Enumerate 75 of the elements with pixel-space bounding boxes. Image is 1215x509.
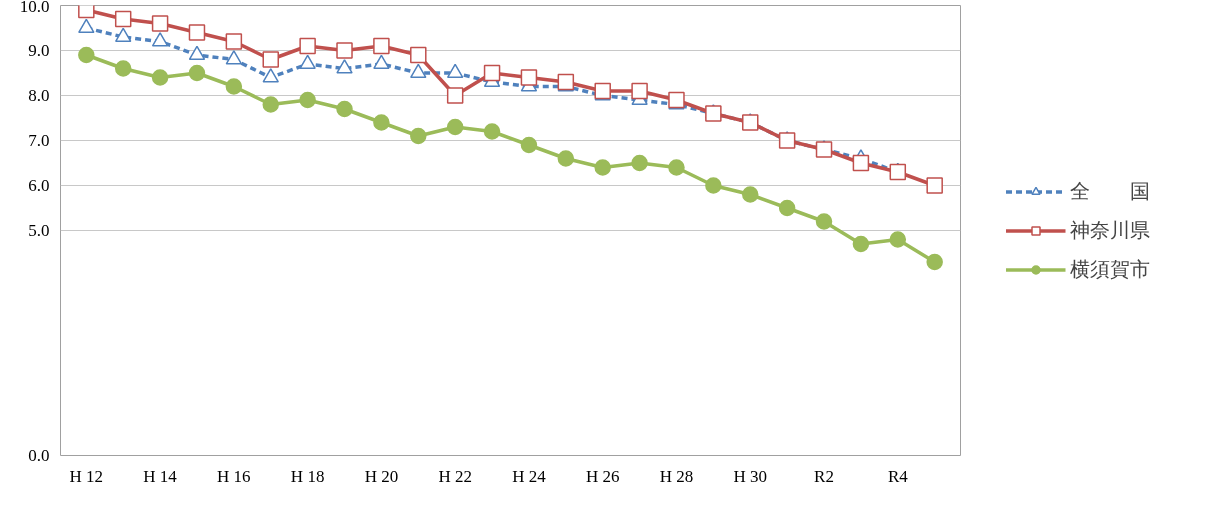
point bbox=[225, 33, 243, 50]
x-tick-label: H 24 bbox=[512, 466, 547, 486]
point bbox=[742, 186, 759, 203]
point bbox=[594, 159, 611, 176]
point bbox=[336, 100, 353, 118]
y-tick-label: 8.0 bbox=[28, 86, 50, 105]
legend-label: 横須賀市 bbox=[1070, 256, 1150, 282]
y-tick-label: 6.0 bbox=[28, 176, 50, 195]
point bbox=[483, 123, 501, 140]
x-tick-label: R4 bbox=[887, 466, 909, 486]
point bbox=[151, 15, 169, 32]
point bbox=[299, 54, 316, 70]
point bbox=[668, 159, 685, 176]
point bbox=[336, 59, 353, 74]
point bbox=[188, 64, 206, 82]
point bbox=[225, 50, 243, 65]
point bbox=[410, 63, 427, 79]
point bbox=[926, 177, 943, 194]
point bbox=[668, 91, 685, 109]
x-tick-label: H 20 bbox=[364, 466, 399, 486]
point bbox=[557, 73, 575, 91]
point bbox=[336, 42, 353, 59]
point bbox=[410, 46, 427, 64]
point bbox=[78, 46, 95, 64]
point bbox=[78, 18, 95, 34]
point bbox=[520, 69, 538, 86]
point bbox=[815, 213, 833, 230]
point bbox=[114, 27, 132, 43]
x-tick-label: H 22 bbox=[438, 466, 472, 486]
point bbox=[373, 114, 390, 131]
point bbox=[262, 96, 279, 113]
point bbox=[446, 118, 464, 136]
x-tick-label: H 26 bbox=[585, 466, 620, 486]
x-tick-label: H 16 bbox=[217, 466, 251, 486]
x-tick-label: H 12 bbox=[69, 466, 104, 486]
point bbox=[114, 60, 132, 77]
point bbox=[520, 136, 538, 154]
point bbox=[852, 235, 870, 253]
point bbox=[225, 78, 243, 95]
y-tick-label: 5.0 bbox=[28, 221, 50, 240]
y-tick-label: 7.0 bbox=[28, 131, 50, 150]
point bbox=[188, 45, 206, 61]
point bbox=[151, 32, 169, 47]
point bbox=[483, 64, 501, 82]
legend-label: 神奈川県 bbox=[1070, 217, 1150, 243]
y-tick-label: 9.0 bbox=[28, 41, 50, 60]
point bbox=[778, 199, 796, 217]
x-tick-label: R2 bbox=[814, 466, 834, 486]
point bbox=[631, 154, 648, 172]
point bbox=[299, 91, 316, 109]
point bbox=[114, 10, 132, 28]
x-tick-label: H 18 bbox=[290, 466, 325, 486]
point bbox=[151, 69, 169, 86]
point bbox=[705, 177, 722, 194]
point bbox=[262, 68, 279, 83]
point bbox=[262, 51, 279, 68]
point bbox=[446, 63, 464, 79]
point bbox=[631, 82, 648, 100]
x-tick-label: H 30 bbox=[733, 466, 768, 486]
point bbox=[373, 37, 390, 55]
point bbox=[852, 154, 870, 172]
legend-label: 全 国 bbox=[1070, 178, 1150, 204]
point bbox=[446, 87, 464, 104]
x-tick-label: H 28 bbox=[659, 466, 694, 486]
x-tick-label: H 14 bbox=[143, 466, 178, 486]
point bbox=[594, 82, 611, 100]
y-tick-label: 0.0 bbox=[28, 446, 50, 465]
point bbox=[926, 253, 943, 271]
point bbox=[557, 150, 575, 167]
point bbox=[889, 231, 907, 248]
y-tick-label: 10.0 bbox=[19, 0, 50, 16]
point bbox=[410, 127, 427, 145]
point bbox=[373, 54, 390, 70]
point bbox=[188, 24, 206, 41]
point bbox=[299, 37, 316, 55]
